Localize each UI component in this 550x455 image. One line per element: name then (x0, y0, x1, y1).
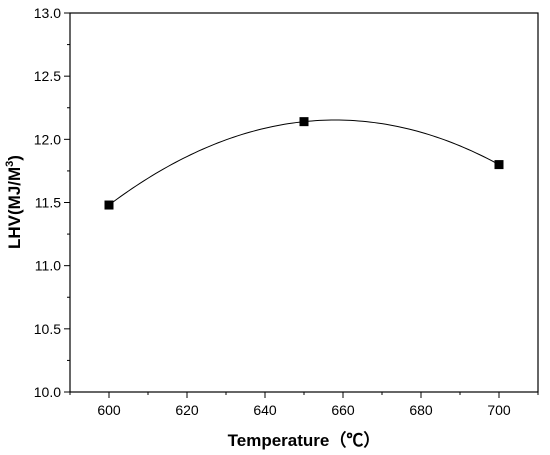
x-tick-label: 620 (175, 402, 199, 418)
data-points (104, 117, 504, 210)
x-tick-label: 640 (253, 402, 277, 418)
y-axis-title-main: LHV(MJ/M (5, 167, 24, 249)
y-axis-title: LHV(MJ/M3) (4, 155, 24, 249)
y-tick-label: 11.0 (35, 258, 61, 274)
y-axis-title-sup: 3 (4, 161, 16, 167)
x-axis-title: Temperature（℃） (228, 430, 381, 450)
x-tick-label: 600 (97, 402, 121, 418)
x-tick-label: 660 (331, 402, 355, 418)
x-axis-ticks: 600 620 640 660 680 700 (69, 392, 539, 418)
y-tick-label: 12.0 (34, 131, 61, 147)
y-tick-label: 13.0 (34, 5, 61, 21)
y-axis-ticks: 10.0 10.5 11.0 11.5 12.0 12.5 13.0 (34, 5, 70, 400)
y-tick-label: 10.0 (34, 384, 61, 400)
y-tick-label: 10.5 (34, 321, 61, 337)
data-point (299, 117, 309, 127)
y-axis-title-end: ) (5, 155, 24, 161)
y-tick-label: 12.5 (34, 68, 61, 84)
x-tick-label: 700 (487, 402, 511, 418)
plot-frame (69, 12, 539, 393)
data-point (494, 160, 504, 170)
data-point (104, 200, 114, 210)
x-tick-label: 680 (409, 402, 433, 418)
fit-curve (108, 119, 500, 206)
y-tick-label: 11.5 (35, 195, 61, 211)
